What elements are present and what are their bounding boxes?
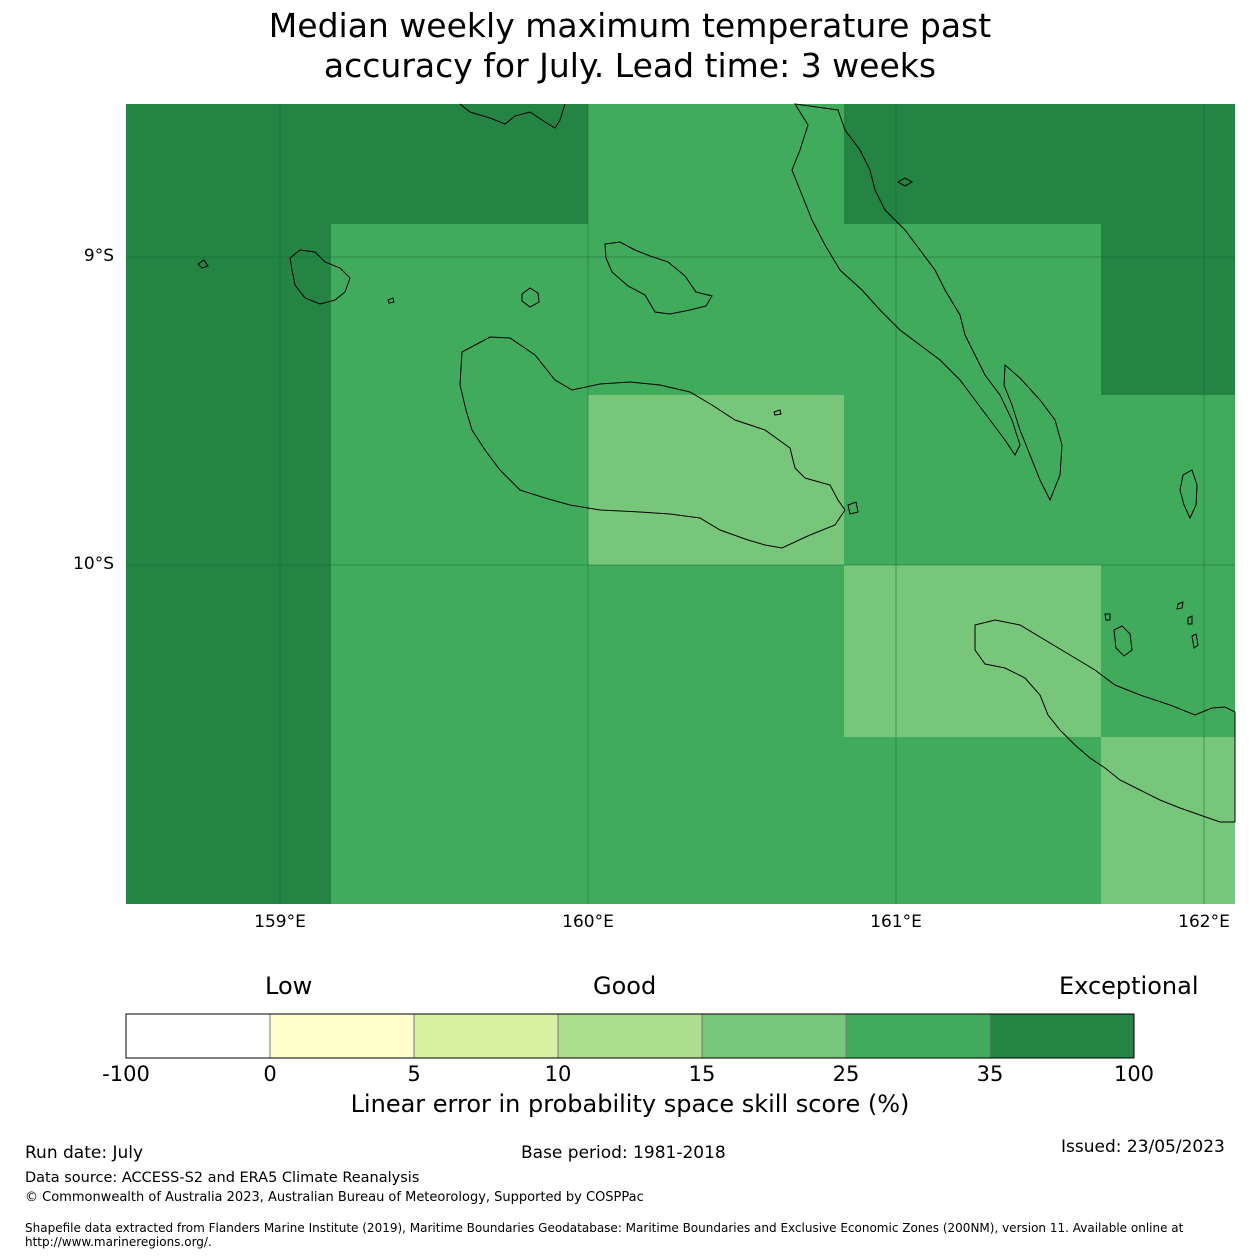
- savo-island: [521, 287, 540, 308]
- category-good: Good: [593, 972, 657, 1000]
- florida-islands: [604, 241, 713, 315]
- grid-cell: [126, 104, 331, 904]
- colorbar: [125, 1013, 1135, 1059]
- malaita-island: [791, 103, 1021, 456]
- title-line-2: accuracy for July. Lead time: 3 weeks: [323, 46, 937, 85]
- colorbar-tick: 0: [263, 1062, 277, 1086]
- islet-east: [1176, 601, 1184, 610]
- small-islet-west: [197, 259, 209, 269]
- category-low: Low: [265, 972, 313, 1000]
- uki-island: [1113, 625, 1133, 657]
- lon-label-162e: 162°E: [1178, 912, 1230, 932]
- base-period: Base period: 1981-2018: [521, 1143, 726, 1163]
- colorbar-segment: [989, 1013, 1135, 1059]
- small-islet-2: [387, 297, 395, 304]
- grid-cell: [588, 104, 844, 224]
- skill-grid: [126, 104, 1235, 904]
- ulawa-island: [1179, 469, 1198, 520]
- islet-north-east: [896, 177, 914, 187]
- shapefile-credit: Shapefile data extracted from Flanders M…: [25, 1221, 1245, 1249]
- coastlines: [197, 103, 1236, 823]
- copyright: © Commonwealth of Australia 2023, Austra…: [25, 1190, 644, 1205]
- colorbar-tick: 5: [407, 1062, 421, 1086]
- islet-east-3: [1191, 633, 1199, 649]
- colorbar-tick: -100: [102, 1062, 150, 1086]
- lon-label-161e: 161°E: [870, 912, 922, 932]
- islet-east-4: [1104, 613, 1111, 621]
- grid-cell: [844, 104, 1235, 224]
- grid-cell: [1101, 224, 1235, 395]
- islet-east-2: [1187, 615, 1193, 625]
- islet-south-guad-2: [847, 501, 859, 515]
- colorbar-segment: [845, 1013, 991, 1059]
- lat-label-10s: 10°S: [73, 554, 114, 574]
- colorbar-segment: [269, 1013, 415, 1059]
- lon-label-160e: 160°E: [562, 912, 614, 932]
- colorbar-label: Linear error in probability space skill …: [350, 1090, 910, 1118]
- islet-south-guad: [773, 409, 782, 416]
- colorbar-tick: 10: [544, 1062, 572, 1086]
- grid-cell: [844, 737, 1101, 904]
- colorbar-segment: [413, 1013, 559, 1059]
- lon-label-159e: 159°E: [254, 912, 306, 932]
- guadalcanal-island: [459, 336, 846, 549]
- colorbar-tick: 25: [832, 1062, 860, 1086]
- grid-cell: [331, 104, 588, 224]
- grid-cell: [1101, 565, 1235, 737]
- data-source: Data source: ACCESS-S2 and ERA5 Climate …: [25, 1170, 420, 1186]
- colorbar-tick: 15: [688, 1062, 716, 1086]
- colorbar-tick: 35: [976, 1062, 1004, 1086]
- small-malaita: [1003, 363, 1063, 502]
- category-exceptional: Exceptional: [1059, 972, 1199, 1000]
- graticule: [126, 104, 1235, 904]
- grid-cell: [331, 224, 1101, 395]
- colorbar-tick: 100: [1113, 1062, 1155, 1086]
- grid-cell: [1101, 737, 1235, 904]
- chart-title: Median weekly maximum temperature past a…: [0, 6, 1260, 86]
- grid-cell: [844, 565, 1101, 737]
- grid-cell: [588, 395, 844, 565]
- russell-islands: [289, 249, 351, 305]
- colorbar-outline: [125, 1013, 1135, 1059]
- grid-cell: [331, 395, 588, 565]
- lat-label-9s: 9°S: [83, 246, 114, 266]
- makira-island: [974, 619, 1236, 823]
- colorbar-segment: [557, 1013, 703, 1059]
- shapefile-credit-line-1: Shapefile data extracted from Flanders M…: [25, 1221, 1184, 1235]
- islands-north: [459, 103, 566, 129]
- shapefile-credit-line-2: http://www.marineregions.org/.: [25, 1235, 212, 1249]
- issued-date: Issued: 23/05/2023: [1061, 1137, 1225, 1157]
- colorbar-segment: [125, 1013, 271, 1059]
- title-line-1: Median weekly maximum temperature past: [268, 6, 992, 45]
- run-date: Run date: July: [25, 1143, 144, 1163]
- colorbar-segment: [701, 1013, 847, 1059]
